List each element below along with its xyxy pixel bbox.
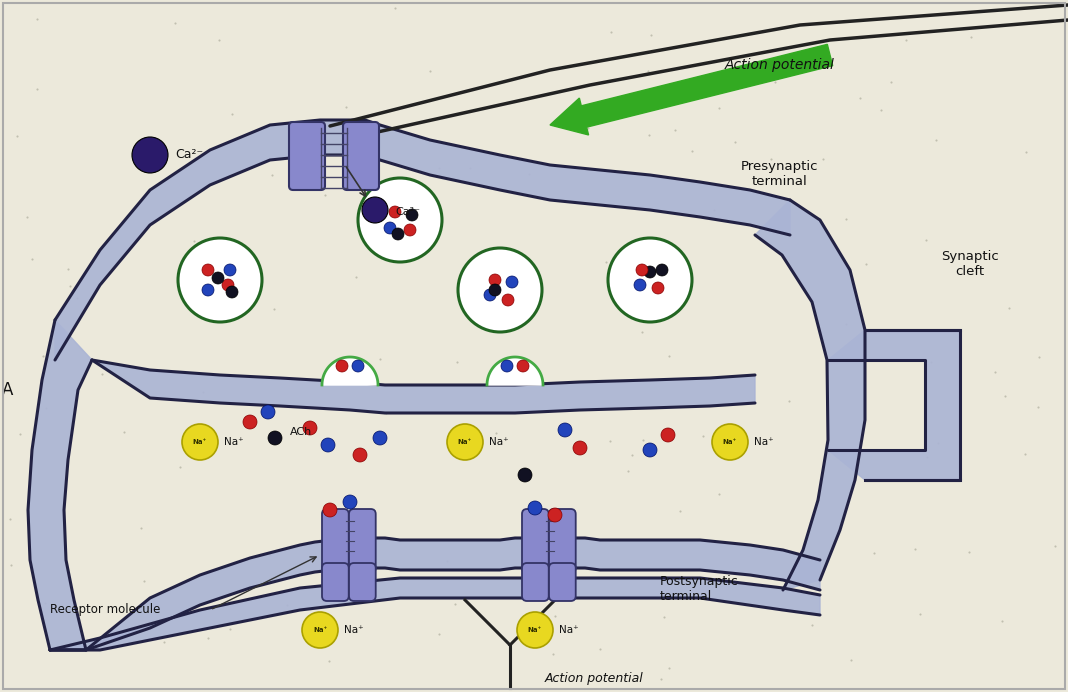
Polygon shape	[54, 120, 790, 360]
Text: Na⁺: Na⁺	[313, 627, 327, 633]
Circle shape	[447, 424, 483, 460]
FancyArrow shape	[550, 44, 833, 135]
Circle shape	[404, 224, 417, 236]
Polygon shape	[321, 357, 378, 385]
Text: ACh: ACh	[290, 427, 312, 437]
Circle shape	[373, 431, 387, 445]
FancyBboxPatch shape	[321, 563, 349, 601]
Circle shape	[501, 360, 513, 372]
Circle shape	[268, 431, 282, 445]
FancyBboxPatch shape	[321, 509, 349, 573]
Text: Na⁺: Na⁺	[224, 437, 244, 447]
Text: Action potential: Action potential	[545, 671, 644, 684]
Circle shape	[643, 443, 657, 457]
Circle shape	[244, 415, 257, 429]
Circle shape	[634, 279, 646, 291]
Circle shape	[712, 424, 748, 460]
Polygon shape	[755, 200, 865, 590]
Text: Receptor molecule: Receptor molecule	[50, 603, 160, 617]
Circle shape	[637, 264, 648, 276]
Circle shape	[489, 274, 501, 286]
Circle shape	[548, 508, 562, 522]
Circle shape	[303, 421, 317, 435]
Circle shape	[458, 248, 541, 332]
Circle shape	[343, 495, 357, 509]
Text: Na⁺: Na⁺	[559, 625, 579, 635]
FancyBboxPatch shape	[522, 509, 549, 573]
FancyBboxPatch shape	[549, 563, 576, 601]
Circle shape	[182, 424, 218, 460]
Circle shape	[502, 294, 514, 306]
FancyBboxPatch shape	[349, 509, 376, 573]
Circle shape	[336, 360, 348, 372]
Circle shape	[506, 276, 518, 288]
Circle shape	[517, 612, 553, 648]
Circle shape	[224, 264, 236, 276]
Polygon shape	[487, 357, 543, 385]
Circle shape	[178, 238, 262, 322]
Polygon shape	[92, 360, 755, 413]
Circle shape	[484, 289, 496, 301]
Circle shape	[651, 282, 664, 294]
Circle shape	[261, 405, 274, 419]
Text: Na⁺: Na⁺	[754, 437, 773, 447]
Polygon shape	[50, 578, 820, 650]
Circle shape	[644, 266, 656, 278]
Text: Synaptic
cleft: Synaptic cleft	[941, 250, 999, 278]
FancyBboxPatch shape	[289, 122, 325, 190]
Polygon shape	[28, 320, 92, 650]
Circle shape	[362, 197, 388, 223]
FancyBboxPatch shape	[343, 122, 379, 190]
Text: A: A	[2, 381, 14, 399]
Circle shape	[656, 264, 668, 276]
Circle shape	[518, 468, 532, 482]
Polygon shape	[50, 538, 820, 650]
Text: Na⁺: Na⁺	[723, 439, 737, 445]
Circle shape	[202, 284, 214, 296]
Circle shape	[406, 209, 418, 221]
Circle shape	[517, 360, 529, 372]
Text: Na⁺: Na⁺	[528, 627, 543, 633]
Circle shape	[557, 423, 572, 437]
Circle shape	[302, 612, 337, 648]
Circle shape	[574, 441, 587, 455]
Circle shape	[222, 279, 234, 291]
Text: Postsynaptic
terminal: Postsynaptic terminal	[660, 575, 739, 603]
Circle shape	[213, 272, 224, 284]
Circle shape	[389, 206, 400, 218]
Polygon shape	[828, 330, 960, 480]
Text: Presynaptic
terminal: Presynaptic terminal	[741, 160, 819, 188]
Circle shape	[384, 222, 396, 234]
Circle shape	[352, 360, 364, 372]
Text: Na⁺: Na⁺	[458, 439, 472, 445]
Text: Na⁺: Na⁺	[193, 439, 207, 445]
Circle shape	[202, 264, 214, 276]
Text: Na⁺: Na⁺	[489, 437, 508, 447]
Text: Ca²⁻: Ca²⁻	[175, 149, 203, 161]
FancyBboxPatch shape	[549, 509, 576, 573]
Circle shape	[489, 284, 501, 296]
Circle shape	[661, 428, 675, 442]
Circle shape	[226, 286, 238, 298]
Circle shape	[354, 448, 367, 462]
Text: Action potential: Action potential	[725, 58, 835, 72]
Circle shape	[132, 137, 168, 173]
Circle shape	[323, 503, 337, 517]
Circle shape	[321, 438, 335, 452]
FancyBboxPatch shape	[349, 563, 376, 601]
Circle shape	[528, 501, 541, 515]
Text: Na⁺: Na⁺	[344, 625, 363, 635]
Circle shape	[392, 228, 404, 240]
FancyBboxPatch shape	[522, 563, 549, 601]
Text: Ca²⁻: Ca²⁻	[395, 207, 420, 217]
Circle shape	[358, 178, 442, 262]
Circle shape	[608, 238, 692, 322]
